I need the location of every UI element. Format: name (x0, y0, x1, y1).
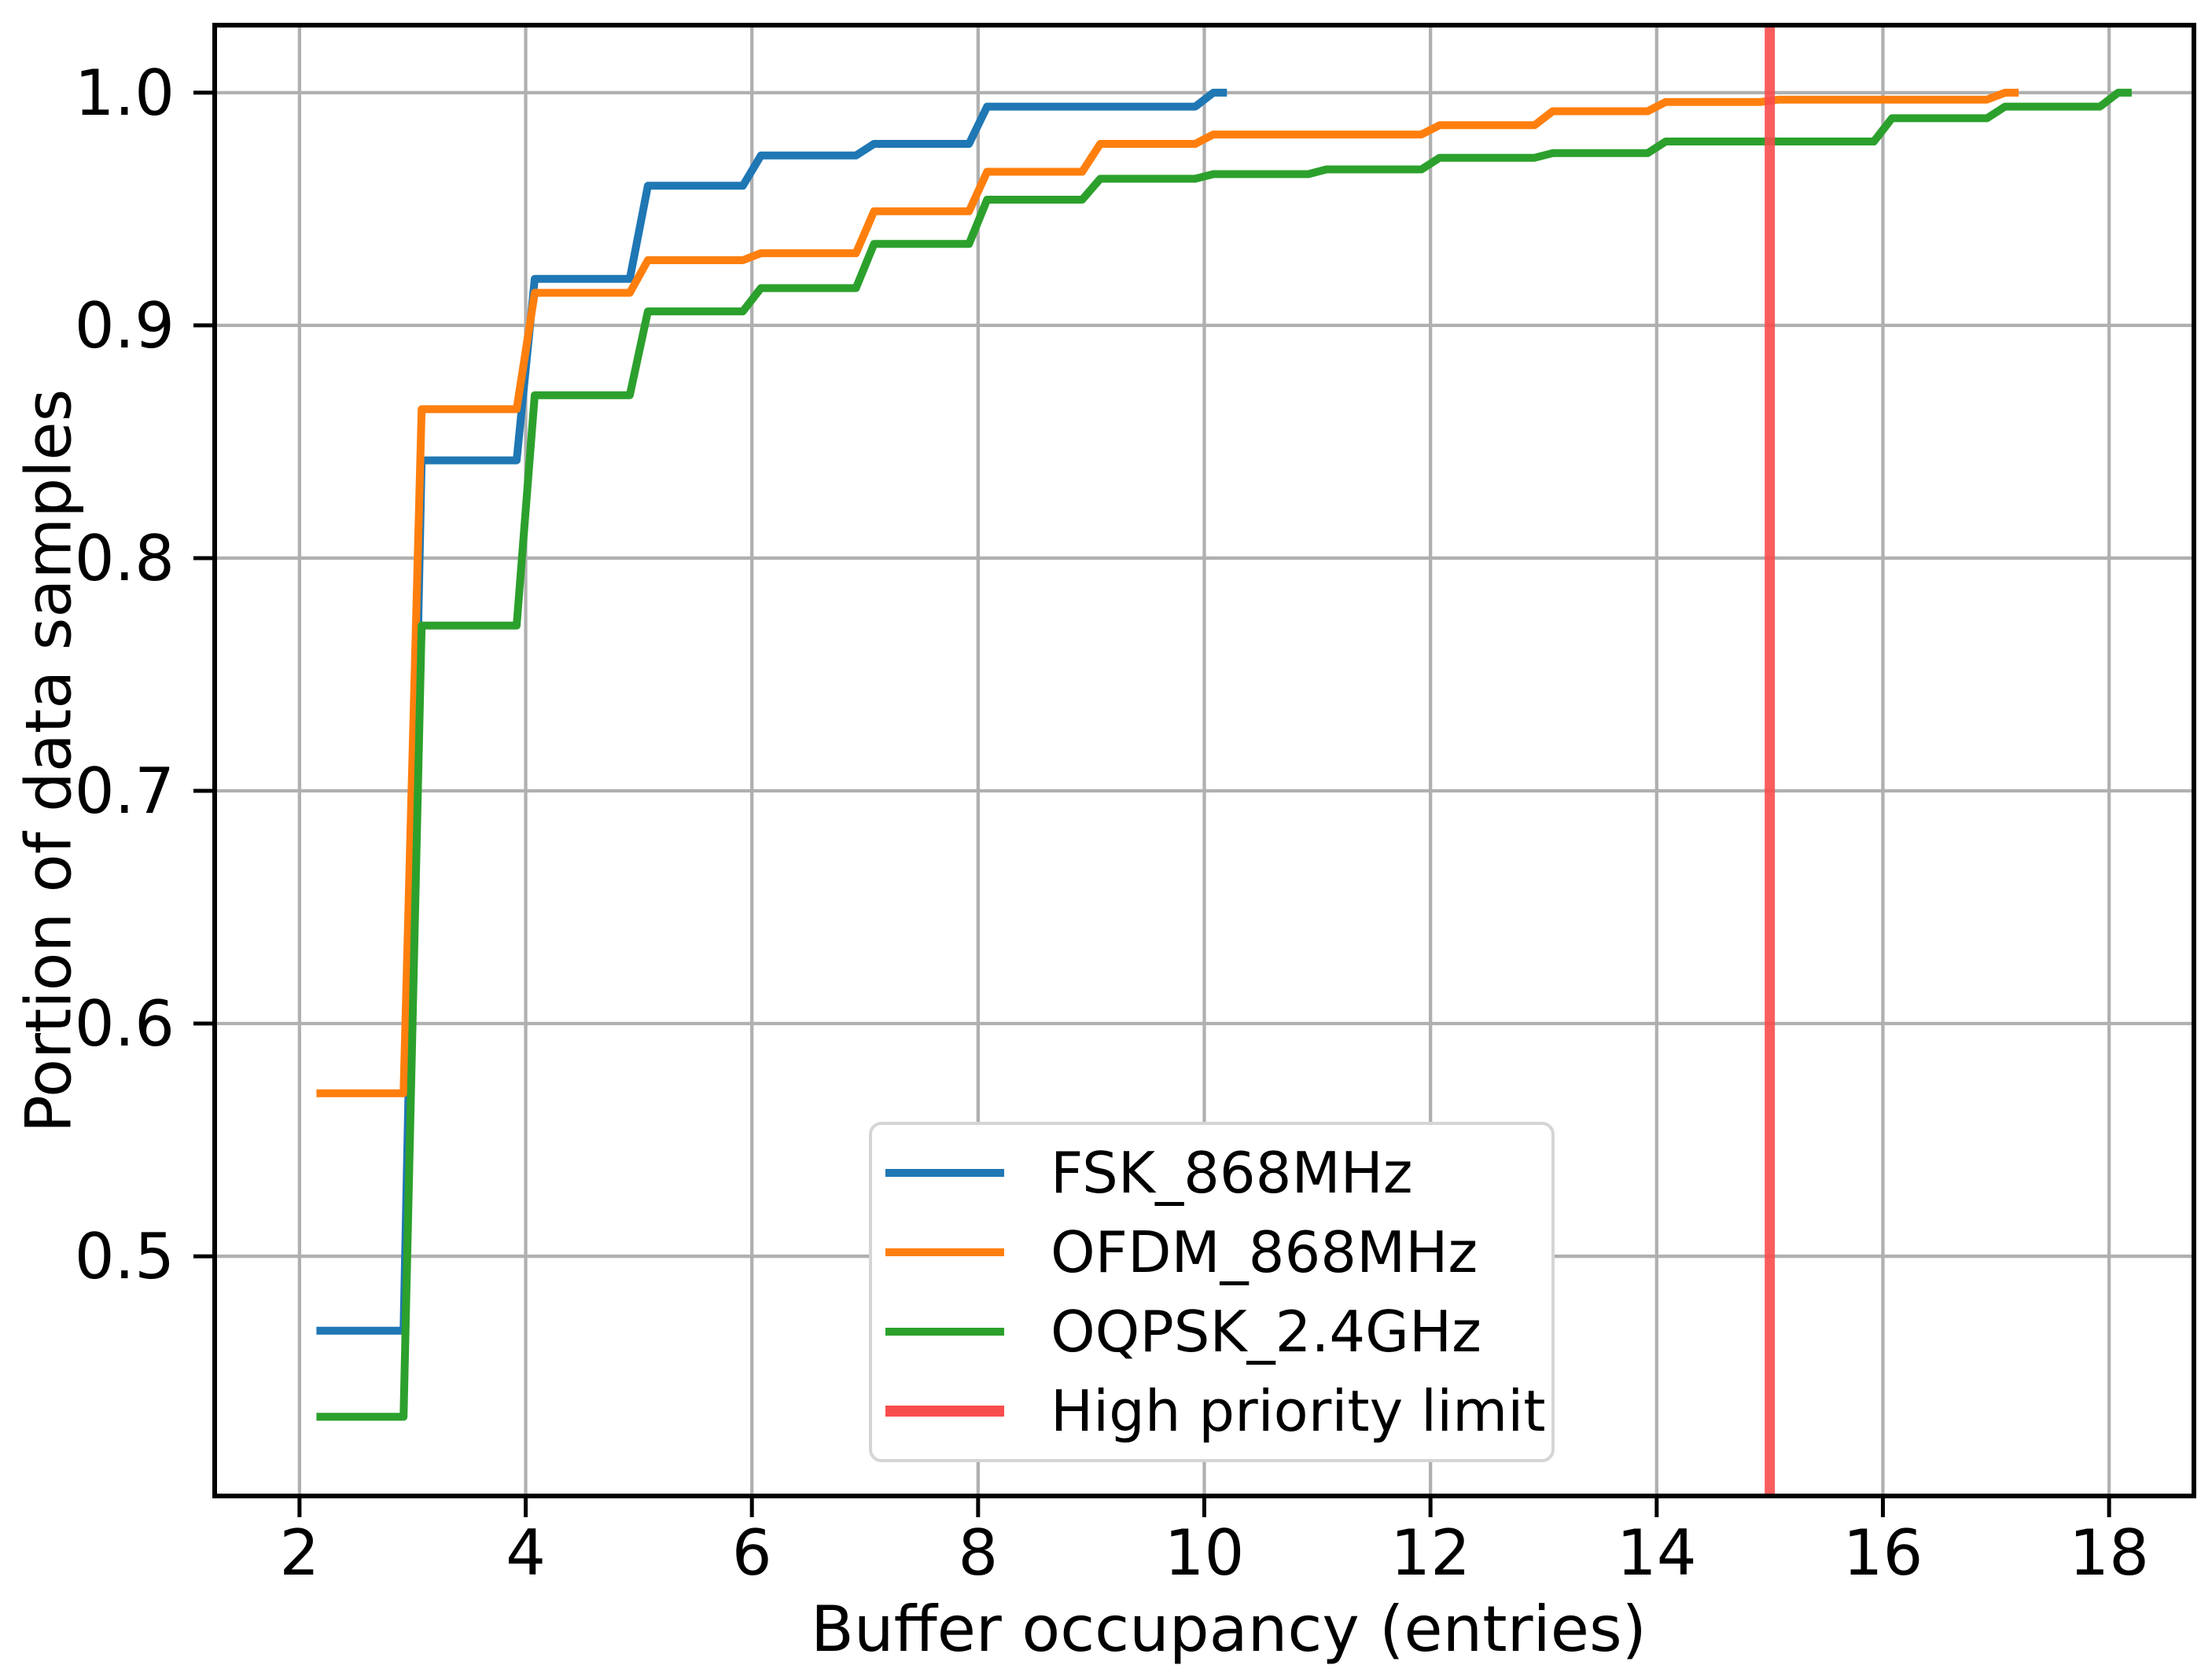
x-tick-label: 2 (279, 1516, 319, 1590)
series-line-fsk-868mhz (316, 88, 1227, 1335)
x-axis-label: Buffer occupancy (entries) (811, 1593, 1647, 1666)
legend-item-ofdm-868mhz: OFDM_868MHz (872, 1219, 1551, 1285)
x-tick-label: 10 (1165, 1516, 1245, 1590)
legend-item-label: OQPSK_2.4GHz (1051, 1299, 1481, 1365)
x-tick-label: 14 (1617, 1516, 1697, 1590)
y-tick-label: 0.8 (75, 522, 175, 595)
legend-swatch-line (885, 1248, 1004, 1256)
x-tick-label: 12 (1390, 1516, 1470, 1590)
y-tick-label: 0.5 (75, 1220, 175, 1293)
legend-swatch-line (885, 1169, 1004, 1177)
y-tick-label: 0.9 (75, 289, 175, 362)
series-line-oqpsk-2-4ghz (316, 88, 2132, 1421)
legend-item-fsk-868mhz: FSK_868MHz (872, 1140, 1551, 1206)
legend-item-label: OFDM_868MHz (1051, 1219, 1478, 1285)
legend-swatch-line (885, 1328, 1004, 1336)
axes-spines (212, 23, 2196, 1498)
x-tick-label: 16 (1843, 1516, 1923, 1590)
y-tick-label: 0.6 (75, 987, 175, 1060)
y-axis-label: Portion of data samples (12, 388, 86, 1134)
x-tick-label: 18 (2069, 1516, 2149, 1590)
y-tick-label: 0.7 (75, 755, 175, 828)
series-line-ofdm-868mhz (316, 88, 2019, 1097)
x-tick-label: 4 (506, 1516, 546, 1590)
legend-swatch-line (885, 1406, 1004, 1417)
legend-item-high-priority-limit: High priority limit (872, 1378, 1551, 1444)
x-tick-label: 6 (732, 1516, 772, 1590)
y-tick-label: 1.0 (75, 57, 175, 130)
legend-item-oqpsk-2-4ghz: OQPSK_2.4GHz (872, 1299, 1551, 1365)
x-tick-label: 8 (958, 1516, 998, 1590)
legend-item-label: High priority limit (1051, 1378, 1546, 1444)
legend-item-label: FSK_868MHz (1051, 1140, 1413, 1206)
legend: FSK_868MHz OFDM_868MHz OQPSK_2.4GHz High pr… (869, 1122, 1555, 1462)
